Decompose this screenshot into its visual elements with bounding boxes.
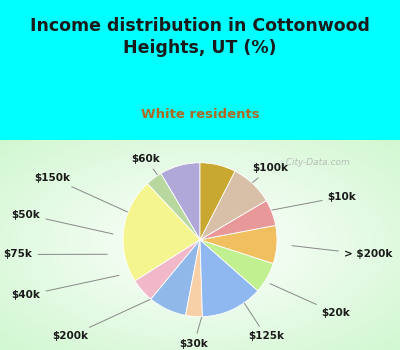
Text: $100k: $100k — [226, 163, 288, 204]
Text: > $200k: > $200k — [292, 246, 392, 259]
Wedge shape — [151, 240, 200, 315]
Wedge shape — [200, 201, 276, 240]
Wedge shape — [161, 163, 200, 240]
Text: $60k: $60k — [132, 154, 177, 203]
Wedge shape — [200, 163, 235, 240]
Text: $20k: $20k — [270, 284, 350, 318]
Wedge shape — [200, 171, 266, 240]
Text: $10k: $10k — [257, 192, 356, 213]
Text: $125k: $125k — [240, 296, 284, 341]
Text: $75k: $75k — [4, 250, 107, 259]
Wedge shape — [186, 240, 202, 317]
Text: $40k: $40k — [12, 275, 119, 300]
Wedge shape — [200, 240, 258, 317]
Wedge shape — [147, 174, 200, 240]
Text: $30k: $30k — [180, 301, 208, 349]
Wedge shape — [135, 240, 200, 299]
Text: $200k: $200k — [52, 295, 159, 341]
Text: $150k: $150k — [34, 173, 136, 216]
Text: Income distribution in Cottonwood
Heights, UT (%): Income distribution in Cottonwood Height… — [30, 17, 370, 57]
Text: City-Data.com: City-Data.com — [280, 158, 350, 167]
Text: White residents: White residents — [141, 108, 259, 121]
Wedge shape — [123, 184, 200, 281]
Wedge shape — [200, 225, 277, 264]
Text: $50k: $50k — [12, 210, 113, 234]
Wedge shape — [200, 240, 273, 290]
